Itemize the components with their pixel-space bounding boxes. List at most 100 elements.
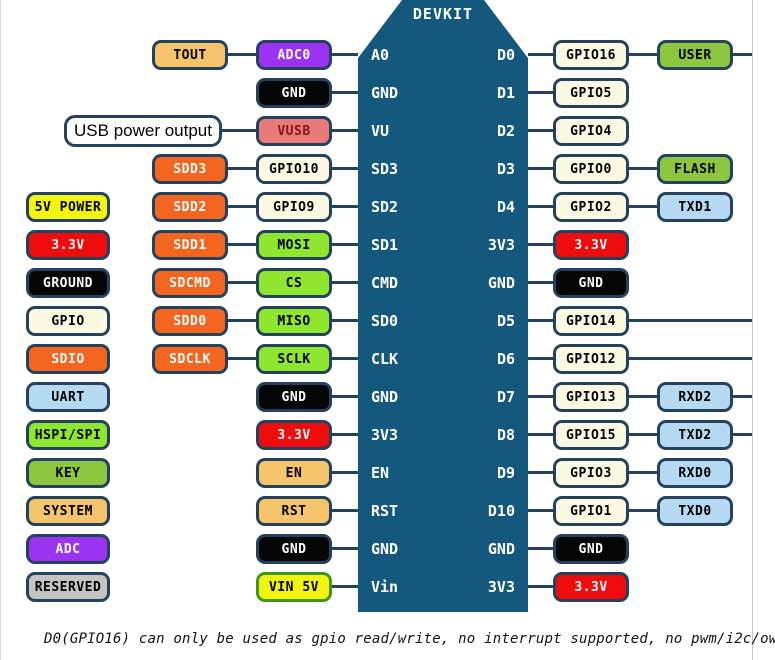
- legend-item-ground: GROUND: [26, 268, 110, 298]
- wire: [528, 509, 553, 512]
- label-gpio13: GPIO13: [553, 382, 629, 412]
- wire: [528, 53, 553, 56]
- wire: [528, 471, 553, 474]
- legend-item-key: KEY: [26, 458, 110, 488]
- label-vin-5v: VIN 5V: [256, 572, 332, 602]
- pin-label-left: CMD: [371, 274, 399, 292]
- wire: [629, 471, 657, 474]
- label-usb-power-output: USB power output: [64, 115, 222, 147]
- label-user: USER: [657, 40, 733, 70]
- scrollbar-edge-line: [752, 0, 753, 660]
- label-sdcmd: SDCMD: [152, 268, 228, 298]
- label-gpio3: GPIO3: [553, 458, 629, 488]
- pin-label-left: GND: [371, 84, 399, 102]
- wire: [629, 319, 752, 322]
- pin-label-right: D5: [496, 312, 515, 330]
- left-edge-line: [0, 0, 1, 660]
- pin-row-vin-3v3: Vin 3V3: [358, 572, 528, 602]
- pin-row-rst-d10: RST D10: [358, 496, 528, 526]
- label-gnd: GND: [256, 78, 332, 108]
- pin-row-sd0-d5: SD0 D5: [358, 306, 528, 336]
- footnote: D0(GPIO16) can only be used as gpio read…: [44, 631, 775, 647]
- wire: [528, 243, 553, 246]
- pin-row-gnd-d1: GND D1: [358, 78, 528, 108]
- label-gpio5: GPIO5: [553, 78, 629, 108]
- wire: [228, 243, 256, 246]
- pin-label-left: EN: [371, 464, 390, 482]
- wire: [733, 433, 752, 436]
- pin-row-gnd-gnd: GND GND: [358, 534, 528, 564]
- pin-label-right: D10: [487, 502, 515, 520]
- label-gpio2: GPIO2: [553, 192, 629, 222]
- pin-label-right: D6: [496, 350, 515, 368]
- pin-label-left: SD2: [371, 198, 399, 216]
- wire: [629, 53, 657, 56]
- label-gpio1: GPIO1: [553, 496, 629, 526]
- label-gpio15: GPIO15: [553, 420, 629, 450]
- pin-label-left: SD3: [371, 160, 399, 178]
- label-3-3v: 3.3V: [256, 420, 332, 450]
- pin-label-left: GND: [371, 388, 399, 406]
- pin-label-right: D0: [496, 46, 515, 64]
- label-sdd0: SDD0: [152, 306, 228, 336]
- label-sdclk: SDCLK: [152, 344, 228, 374]
- legend-item-hspi-spi: HSPI/SPI: [26, 420, 110, 450]
- legend-item-gpio: GPIO: [26, 306, 110, 336]
- pin-label-right: D7: [496, 388, 515, 406]
- label-miso: MISO: [256, 306, 332, 336]
- label-tout: TOUT: [152, 40, 228, 70]
- label-gnd: GND: [553, 534, 629, 564]
- wire: [528, 585, 553, 588]
- label-txd0: TXD0: [657, 496, 733, 526]
- pin-label-left: Vin: [371, 578, 399, 596]
- wire: [629, 357, 752, 360]
- wire: [528, 395, 553, 398]
- board-title: DEVKIT: [412, 5, 474, 23]
- label-sclk: SCLK: [256, 344, 332, 374]
- wire: [332, 91, 358, 94]
- wire: [528, 547, 553, 550]
- wire: [218, 129, 256, 132]
- label-gpio14: GPIO14: [553, 306, 629, 336]
- wire: [332, 205, 358, 208]
- pin-label-left: A0: [371, 46, 390, 64]
- devkit-board: DEVKIT A0 D0 GND D1 VU D2 SD3 D3 SD2 D4 SD1 3V3 CMD G…: [358, 0, 528, 612]
- pin-label-left: 3V3: [371, 426, 399, 444]
- wire: [733, 53, 752, 56]
- pin-label-left: VU: [371, 122, 390, 140]
- pin-label-right: D3: [496, 160, 515, 178]
- pin-label-right: D4: [496, 198, 515, 216]
- wire: [528, 319, 553, 322]
- label-gnd: GND: [256, 382, 332, 412]
- label-rxd0: RXD0: [657, 458, 733, 488]
- wire: [629, 395, 657, 398]
- wire: [528, 129, 553, 132]
- wire: [629, 509, 657, 512]
- label-gpio0: GPIO0: [553, 154, 629, 184]
- pin-label-left: RST: [371, 502, 399, 520]
- legend-item-uart: UART: [26, 382, 110, 412]
- label-gpio10: GPIO10: [256, 154, 332, 184]
- pin-row-sd2-d4: SD2 D4: [358, 192, 528, 222]
- legend-item-adc: ADC: [26, 534, 110, 564]
- pin-row-clk-d6: CLK D6: [358, 344, 528, 374]
- wire: [332, 433, 358, 436]
- legend-item-sdio: SDIO: [26, 344, 110, 374]
- wire: [332, 585, 358, 588]
- wire: [528, 281, 553, 284]
- pin-label-left: GND: [371, 540, 399, 558]
- pin-label-left: SD0: [371, 312, 399, 330]
- wire: [528, 91, 553, 94]
- wire: [332, 319, 358, 322]
- label-txd1: TXD1: [657, 192, 733, 222]
- wire: [228, 205, 256, 208]
- label-gpio9: GPIO9: [256, 192, 332, 222]
- wire: [228, 357, 256, 360]
- wire: [332, 53, 358, 56]
- wire: [228, 319, 256, 322]
- wire: [332, 243, 358, 246]
- pin-row-vu-d2: VU D2: [358, 116, 528, 146]
- wire: [528, 357, 553, 360]
- legend-item-5v-power: 5V POWER: [26, 192, 110, 222]
- wire: [228, 53, 256, 56]
